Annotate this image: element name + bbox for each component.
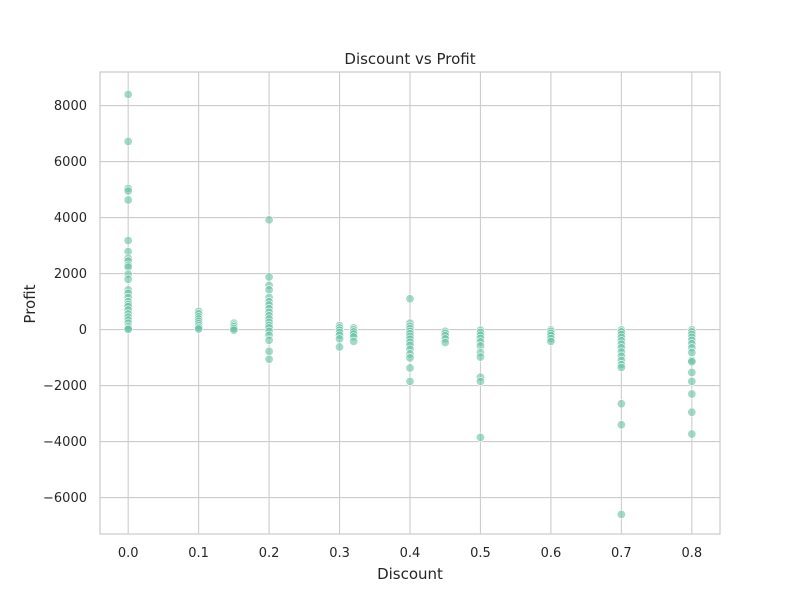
scatter-point xyxy=(475,352,485,362)
scatter-point xyxy=(687,429,697,439)
scatter-point xyxy=(616,399,626,409)
y-tick-label: 4000 xyxy=(54,211,87,226)
scatter-point xyxy=(335,342,345,352)
scatter-point xyxy=(687,357,697,367)
scatter-point xyxy=(335,334,345,344)
scatter-point xyxy=(440,337,450,347)
scatter-point xyxy=(123,236,133,246)
x-tick-label: 0.4 xyxy=(400,546,421,561)
scatter-point xyxy=(264,346,274,356)
scatter-point xyxy=(616,509,626,519)
x-tick-label: 0.1 xyxy=(188,546,209,561)
y-tick-label: 8000 xyxy=(54,99,87,114)
x-tick-label: 0.7 xyxy=(611,546,632,561)
chart-title: Discount vs Profit xyxy=(344,50,475,68)
y-axis-label: Profit xyxy=(21,284,39,323)
y-tick-label: −2000 xyxy=(43,379,87,394)
x-tick-label: 0.8 xyxy=(681,546,702,561)
scatter-point xyxy=(405,363,415,373)
x-tick-label: 0.5 xyxy=(470,546,491,561)
scatter-point xyxy=(687,389,697,399)
scatter-point xyxy=(123,136,133,146)
y-tick-label: 2000 xyxy=(54,267,87,282)
scatter-point xyxy=(687,407,697,417)
axes-frame xyxy=(99,71,721,535)
x-tick-label: 0.2 xyxy=(259,546,280,561)
scatter-point xyxy=(687,348,697,358)
scatter-point xyxy=(616,362,626,372)
scatter-point xyxy=(405,353,415,363)
scatter-point xyxy=(123,186,133,196)
y-tick-label: −6000 xyxy=(43,491,87,506)
y-tick-label: −4000 xyxy=(43,435,87,450)
scatter-point xyxy=(405,376,415,386)
scatter-point xyxy=(475,376,485,386)
scatter-point xyxy=(687,376,697,386)
scatter-point xyxy=(123,274,133,284)
x-tick-label: 0.0 xyxy=(118,546,139,561)
scatter-point xyxy=(405,294,415,304)
y-tick-label: 6000 xyxy=(54,155,87,170)
x-axis-label: Discount xyxy=(377,565,443,583)
scatter-point xyxy=(616,420,626,430)
scatter-point xyxy=(546,336,556,346)
x-tick-label: 0.3 xyxy=(329,546,350,561)
scatter-point xyxy=(123,324,133,334)
scatter-point xyxy=(687,367,697,377)
tick-label-layer: 0.0 0.1 0.2 0.3 0.4 0.5 0.6 0.7 0.8 −6000 −4000 −20… xyxy=(43,99,702,561)
scatter-point xyxy=(264,285,274,295)
scatter-point xyxy=(475,432,485,442)
scatter-point xyxy=(264,354,274,364)
scatter-point xyxy=(229,325,239,335)
scatter-point xyxy=(349,336,359,346)
scatter-point xyxy=(264,215,274,225)
y-tick-label: 0 xyxy=(79,323,87,338)
scatter-point xyxy=(123,195,133,205)
x-tick-label: 0.6 xyxy=(541,546,562,561)
scatter-point xyxy=(264,335,274,345)
scatter-point xyxy=(264,272,274,282)
scatter-point xyxy=(123,89,133,99)
scatter-point xyxy=(194,324,204,334)
points-layer xyxy=(123,89,697,519)
